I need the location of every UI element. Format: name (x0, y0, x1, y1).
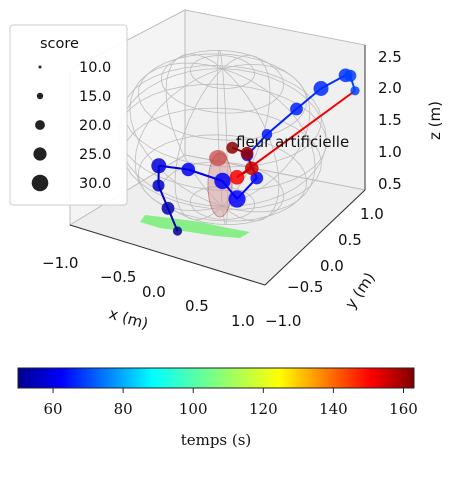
y-tick-label: −1.0 (265, 312, 301, 330)
x-tick-label: 1.0 (231, 312, 255, 330)
x-axis-line (69, 224, 266, 286)
wireframe-longitude (165, 53, 223, 207)
flower-annotation: fleur artificielle (236, 133, 349, 151)
colorbar-tick-label: 140 (319, 400, 348, 418)
legend-label: 30.0 (79, 176, 111, 192)
data-point (228, 190, 246, 208)
y-tick-label: 0.5 (338, 231, 362, 249)
trajectory-segment (266, 108, 298, 136)
colorbar-tick-label: 60 (43, 400, 62, 418)
y-axis-line (264, 189, 366, 286)
data-point (152, 179, 165, 192)
data-point (226, 141, 239, 154)
z-tick-label: 2.5 (378, 48, 402, 66)
ground-patch-shape (140, 215, 250, 238)
data-point (290, 102, 303, 116)
z-tick-label: 1.0 (378, 143, 402, 161)
data-point (214, 172, 231, 190)
legend-label: 25.0 (79, 147, 111, 163)
z-tick-label: 1.5 (378, 111, 402, 129)
wireframe-longitude (222, 54, 271, 207)
flower-head (209, 150, 227, 166)
data-point (245, 161, 259, 176)
data-points (151, 68, 360, 236)
legend-entries: 10.0 15.0 20.0 25.0 30.0 (31, 60, 111, 192)
legend-marker (36, 92, 44, 100)
legend: score 10.0 15.0 20.0 25.0 30.0 (9, 24, 128, 206)
ground-patch (140, 215, 250, 238)
data-point (344, 69, 357, 82)
colorbar-tick-label: 80 (114, 400, 133, 418)
data-point (161, 201, 175, 215)
data-point (229, 170, 245, 185)
colorbar-ticks: 60 80 100 120 140 160 (43, 388, 418, 418)
data-point (261, 129, 273, 140)
y-axis-title: y (m) (341, 269, 378, 312)
legend-marker (35, 120, 45, 130)
legend-marker (31, 174, 49, 192)
legend-title: score (40, 36, 79, 52)
data-point (172, 226, 183, 236)
x-axis-title: x (m) (107, 305, 150, 333)
trajectory-segment (236, 89, 356, 179)
data-point (313, 81, 329, 96)
wireframe-longitude (129, 62, 223, 207)
legend-label: 20.0 (79, 118, 111, 134)
data-point (240, 146, 254, 160)
z-tick-label: 2.0 (378, 79, 402, 97)
z-axis-title: z (m) (426, 101, 444, 140)
y-tick-label: 0.0 (320, 257, 344, 275)
wireframe-longitude (222, 68, 280, 222)
z-ticks: 0.5 1.0 1.5 2.0 2.5 (378, 48, 402, 193)
legend-marker (33, 147, 47, 161)
x-tick-label: −0.5 (100, 268, 136, 286)
x-tick-label: −1.0 (42, 254, 78, 272)
y-tick-label: 1.0 (360, 205, 384, 223)
y-tick-label: −0.5 (287, 278, 323, 296)
axes-lines (69, 45, 366, 286)
data-point (151, 158, 167, 174)
x-ticks: −1.0 −0.5 0.0 0.5 1.0 (42, 254, 255, 330)
colorbar-tick-label: 160 (389, 400, 418, 418)
wireframe-longitude (222, 63, 311, 207)
wireframe-longitude (222, 68, 327, 207)
x-tick-label: 0.5 (185, 297, 209, 315)
wireframe-longitude (134, 68, 223, 212)
colorbar-tick-label: 100 (179, 400, 208, 418)
colorbar-tick-label: 120 (249, 400, 278, 418)
colorbar-label: temps (s) (181, 431, 252, 449)
colorbar: 60 80 100 120 140 160 temps (s) (17, 367, 418, 449)
colorbar-gradient (17, 367, 415, 389)
z-tick-label: 0.5 (378, 175, 402, 193)
legend-marker (38, 65, 42, 69)
legend-label: 10.0 (79, 60, 111, 76)
x-tick-label: 0.0 (142, 283, 166, 301)
legend-label: 15.0 (79, 89, 111, 105)
data-point (350, 86, 360, 96)
wireframe-longitude (174, 68, 223, 221)
y-ticks: −1.0 −0.5 0.0 0.5 1.0 (265, 205, 384, 330)
wireframe-longitude (222, 68, 316, 213)
data-point (181, 162, 196, 177)
